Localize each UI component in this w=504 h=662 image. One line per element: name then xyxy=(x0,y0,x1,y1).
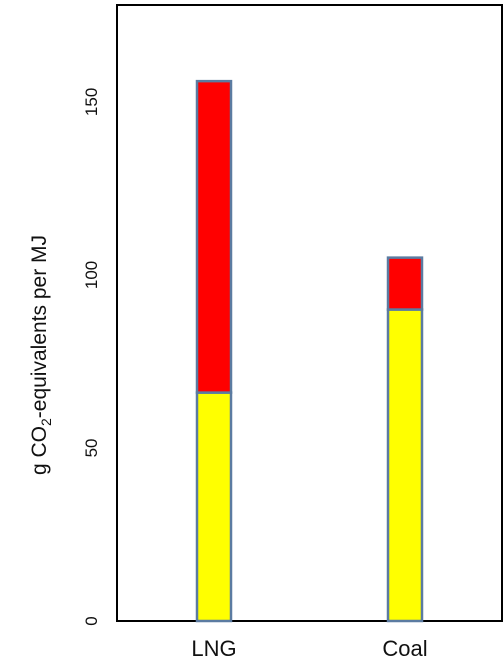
bar-lng-segment-1 xyxy=(195,391,233,623)
x-category-label: Coal xyxy=(382,636,427,661)
x-category-label: LNG xyxy=(191,636,236,661)
plot-frame xyxy=(116,4,503,622)
y-tick-label: 100 xyxy=(82,261,101,289)
bar-lng-segment-2 xyxy=(195,79,233,394)
bars xyxy=(195,79,424,623)
y-axis-label: g CO2-equivalents per MJ xyxy=(28,235,54,475)
y-tick-labels: 0 50 100 150 xyxy=(82,88,101,626)
bar-coal-segment-1 xyxy=(386,308,424,623)
x-category-labels: LNG Coal xyxy=(191,636,427,661)
y-tick-label: 0 xyxy=(82,616,101,625)
y-tick-label: 50 xyxy=(82,439,101,458)
y-tick-label: 150 xyxy=(82,88,101,116)
bar-coal-segment-2 xyxy=(386,256,424,311)
